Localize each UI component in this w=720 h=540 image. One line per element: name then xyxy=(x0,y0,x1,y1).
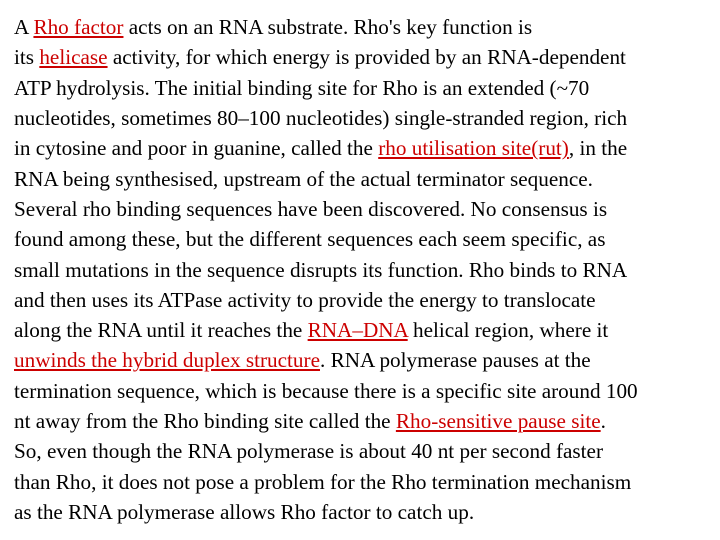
line-15: So, even though the RNA polymerase is ab… xyxy=(14,436,706,466)
text: termination sequence, which is because t… xyxy=(14,379,638,403)
line-16: than Rho, it does not pose a problem for… xyxy=(14,467,706,497)
text: . RNA polymerase pauses at the xyxy=(320,348,591,372)
line-14: nt away from the Rho binding site called… xyxy=(14,406,706,436)
line-04: nucleotides, sometimes 80–100 nucleotide… xyxy=(14,103,706,133)
line-05: in cytosine and poor in guanine, called … xyxy=(14,133,706,163)
term-rna-dna: RNA–DNA xyxy=(308,318,408,342)
term-unwinds-duplex: unwinds the hybrid duplex structure xyxy=(14,348,320,372)
line-12: unwinds the hybrid duplex structure. RNA… xyxy=(14,345,706,375)
text: Several rho binding sequences have been … xyxy=(14,197,607,221)
line-08: found among these, but the different seq… xyxy=(14,224,706,254)
line-07: Several rho binding sequences have been … xyxy=(14,194,706,224)
text: in cytosine and poor in guanine, called … xyxy=(14,136,378,160)
term-helicase: helicase xyxy=(39,45,107,69)
line-13: termination sequence, which is because t… xyxy=(14,376,706,406)
line-09: small mutations in the sequence disrupts… xyxy=(14,255,706,285)
text: as the RNA polymerase allows Rho factor … xyxy=(14,500,474,524)
text: helical region, where it xyxy=(408,318,609,342)
text: acts on an RNA substrate. Rho's key func… xyxy=(123,15,532,39)
text: . xyxy=(601,409,606,433)
text: So, even though the RNA polymerase is ab… xyxy=(14,439,603,463)
line-11: along the RNA until it reaches the RNA–D… xyxy=(14,315,706,345)
text: ATP hydrolysis. The initial binding site… xyxy=(14,76,589,100)
line-10: and then uses its ATPase activity to pro… xyxy=(14,285,706,315)
term-rut: rho utilisation site(rut) xyxy=(378,136,569,160)
text: , in the xyxy=(569,136,627,160)
text: nucleotides, sometimes 80–100 nucleotide… xyxy=(14,106,627,130)
line-01: A Rho factor acts on an RNA substrate. R… xyxy=(14,12,706,42)
line-17: as the RNA polymerase allows Rho factor … xyxy=(14,497,706,527)
text: nt away from the Rho binding site called… xyxy=(14,409,396,433)
text: its xyxy=(14,45,39,69)
line-06: RNA being synthesised, upstream of the a… xyxy=(14,164,706,194)
text: RNA being synthesised, upstream of the a… xyxy=(14,167,593,191)
line-03: ATP hydrolysis. The initial binding site… xyxy=(14,73,706,103)
text: small mutations in the sequence disrupts… xyxy=(14,258,627,282)
term-pause-site: Rho-sensitive pause site xyxy=(396,409,601,433)
text: found among these, but the different seq… xyxy=(14,227,605,251)
text: A xyxy=(14,15,33,39)
line-02: its helicase activity, for which energy … xyxy=(14,42,706,72)
text: activity, for which energy is provided b… xyxy=(108,45,626,69)
document-body: A Rho factor acts on an RNA substrate. R… xyxy=(0,0,720,539)
text: along the RNA until it reaches the xyxy=(14,318,308,342)
term-rho-factor: Rho factor xyxy=(33,15,123,39)
text: than Rho, it does not pose a problem for… xyxy=(14,470,631,494)
text: and then uses its ATPase activity to pro… xyxy=(14,288,596,312)
